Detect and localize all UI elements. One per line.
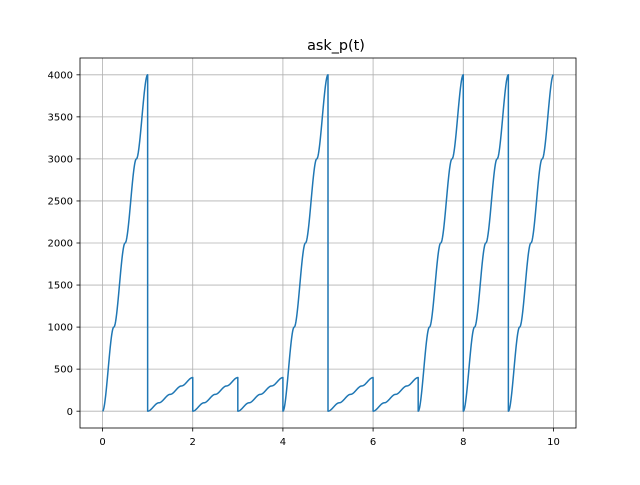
y-tick-label: 500: [54, 365, 73, 376]
y-tick-label: 2500: [48, 197, 73, 208]
y-tick-label: 3000: [48, 155, 73, 166]
y-tick-label: 2000: [48, 239, 73, 250]
x-tick-label: 2: [190, 437, 196, 448]
x-tick-label: 6: [370, 437, 376, 448]
y-tick-label: 1500: [48, 281, 73, 292]
y-tick-label: 4000: [48, 70, 73, 81]
x-tick-label: 4: [280, 437, 286, 448]
y-tick-label: 0: [67, 407, 73, 418]
x-axis: 0 2 4 6 8 10: [99, 428, 560, 448]
series-layer: [102, 74, 554, 412]
chart-title: ask_p(t): [307, 38, 365, 54]
y-tick-label: 1000: [48, 323, 73, 334]
x-tick-label: 8: [460, 437, 466, 448]
y-axis: 0 500 1000 1500 2000 2500 3000 3500 4000: [48, 70, 80, 418]
x-tick-label: 0: [99, 437, 105, 448]
series-line: [102, 74, 554, 412]
x-tick-label: 10: [547, 437, 560, 448]
y-tick-label: 3500: [48, 112, 73, 123]
